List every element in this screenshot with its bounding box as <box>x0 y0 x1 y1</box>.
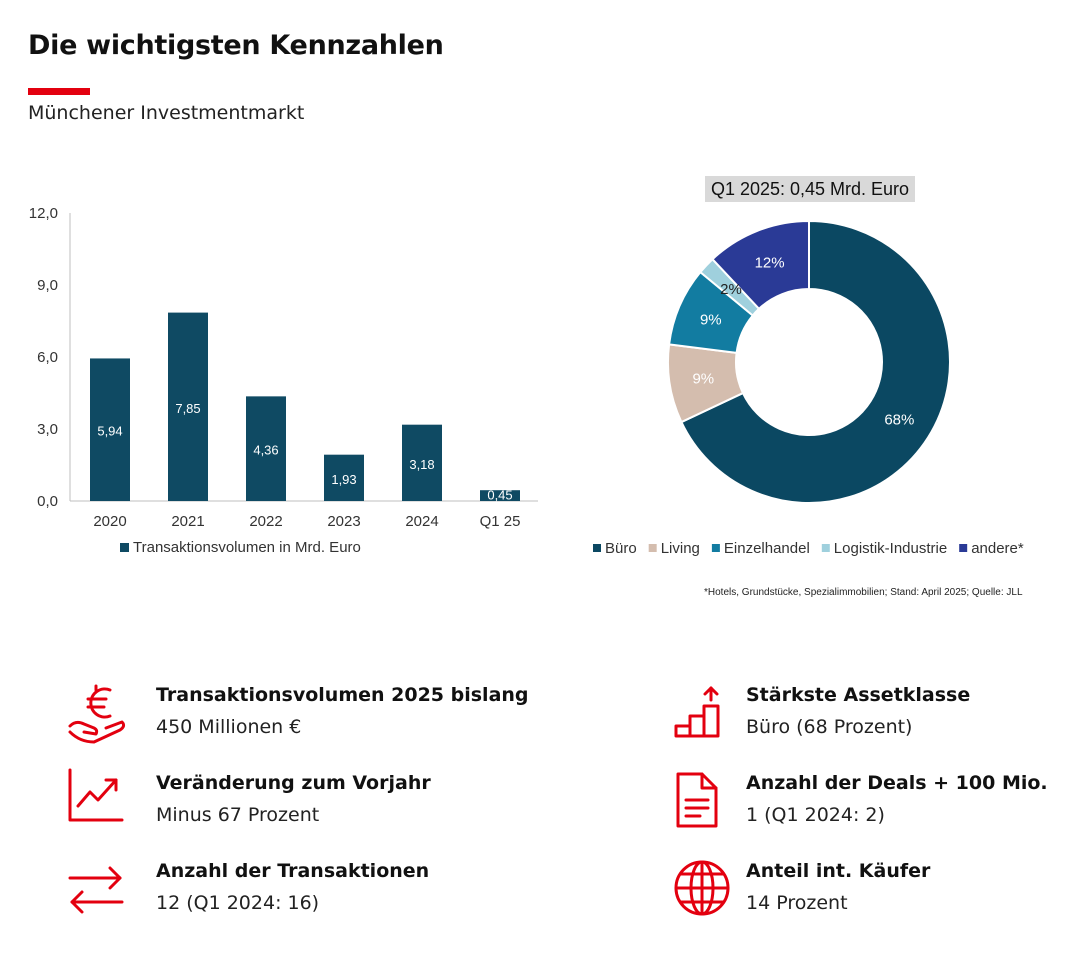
kpi-title: Anteil int. Käufer <box>746 860 931 882</box>
donut-legend-label: Einzelhandel <box>724 540 810 557</box>
donut-legend-swatch <box>711 544 720 552</box>
kpi-title: Stärkste Assetklasse <box>746 684 971 706</box>
donut-legend-swatch <box>593 544 601 552</box>
bar-chart-bars <box>90 312 520 501</box>
donut-legend-swatch <box>821 544 830 552</box>
bar-data-label: 5,94 <box>97 424 122 439</box>
y-tick-label: 3,0 <box>37 421 58 438</box>
bar-chart: 0,0 3,0 6,0 9,0 12,0 5,94 7,85 4,36 1,93 3,18 0,4… <box>29 205 538 556</box>
y-tick-label: 12,0 <box>29 205 58 222</box>
kpi-value: 450 Millionen € <box>156 716 302 738</box>
donut-data-label: 12% <box>755 255 785 272</box>
bar-chart-axes: 0,0 3,0 6,0 9,0 12,0 <box>29 205 538 510</box>
y-tick-label: 0,0 <box>37 493 58 510</box>
document-icon <box>672 770 722 835</box>
bar-data-label: 1,93 <box>331 472 356 487</box>
bar <box>480 490 520 501</box>
exchange-arrows-icon <box>66 860 126 925</box>
bar <box>90 358 130 501</box>
bar-data-label: 3,18 <box>409 457 434 472</box>
kpi-value: 1 (Q1 2024: 2) <box>746 804 885 826</box>
bar-chart-data-labels: 5,94 7,85 4,36 1,93 3,18 0,45 <box>97 401 512 503</box>
donut-legend-swatch <box>959 544 968 552</box>
kpi-value: Minus 67 Prozent <box>156 804 320 826</box>
bar <box>168 312 208 501</box>
donut-legend-swatch <box>648 544 657 552</box>
bar <box>246 396 286 501</box>
title-accent-bar <box>28 88 90 95</box>
donut-legend-label: Logistik-Industrie <box>834 540 947 557</box>
page-title: Die wichtigsten Kennzahlen <box>28 30 444 61</box>
donut-data-label: 2% <box>720 281 742 298</box>
donut-legend-label: Living <box>661 540 700 557</box>
rising-steps-icon <box>672 684 732 749</box>
bar-chart-legend: Transaktionsvolumen in Mrd. Euro <box>120 539 361 556</box>
bar-data-label: 0,45 <box>487 488 512 503</box>
kpi-value: 12 (Q1 2024: 16) <box>156 892 320 914</box>
bar-chart-x-ticks: 2020 2021 2022 2023 2024 Q1 25 <box>93 513 520 530</box>
donut-legend-label: andere* <box>971 540 1024 557</box>
donut-slice <box>711 219 810 311</box>
x-tick-label: 2022 <box>249 513 282 530</box>
y-tick-label: 6,0 <box>37 349 58 366</box>
donut-title-background <box>705 176 915 202</box>
x-tick-label: 2020 <box>93 513 126 530</box>
donut-data-label: 9% <box>700 312 722 329</box>
kpi-value: 14 Prozent <box>746 892 848 914</box>
donut-data-label: 9% <box>692 371 714 388</box>
kpi-value: Büro (68 Prozent) <box>746 716 913 738</box>
donut-slice <box>680 219 951 504</box>
legend-label: Transaktionsvolumen in Mrd. Euro <box>133 539 361 556</box>
donut-chart: Q1 2025: 0,45 Mrd. Euro 68% 9% 9% 2% 12% Bür… <box>593 176 1024 557</box>
donut-slices <box>667 219 951 504</box>
y-tick-label: 9,0 <box>37 277 58 294</box>
kpi-title: Transaktionsvolumen 2025 bislang <box>156 684 529 706</box>
donut-legend-label: Büro <box>605 540 637 557</box>
x-tick-label: 2021 <box>171 513 204 530</box>
page-subtitle: Münchener Investmentmarkt <box>28 102 305 124</box>
bar-data-label: 4,36 <box>253 443 278 458</box>
bar <box>402 424 442 501</box>
donut-legend: Büro Living Einzelhandel Logistik-Industrie… <box>593 540 1024 557</box>
x-tick-label: 2024 <box>405 513 438 530</box>
kpi-title: Anzahl der Transaktionen <box>156 860 430 882</box>
donut-data-label: 68% <box>884 411 914 428</box>
donut-chart-title: Q1 2025: 0,45 Mrd. Euro <box>711 179 909 199</box>
donut-data-labels: 68% 9% 9% 2% 12% <box>692 255 914 429</box>
bar <box>324 454 364 501</box>
globe-icon <box>672 858 732 923</box>
bar-data-label: 7,85 <box>175 401 200 416</box>
legend-swatch <box>120 543 129 552</box>
kpi-title: Veränderung zum Vorjahr <box>156 772 431 794</box>
trend-chart-icon <box>66 766 126 831</box>
kpi-title: Anzahl der Deals + 100 Mio. <box>746 772 1048 794</box>
euro-hand-icon <box>66 682 130 751</box>
x-tick-label: Q1 25 <box>480 513 521 530</box>
chart-footnote: *Hotels, Grundstücke, Spezialimmobilien;… <box>704 587 1023 598</box>
x-tick-label: 2023 <box>327 513 360 530</box>
